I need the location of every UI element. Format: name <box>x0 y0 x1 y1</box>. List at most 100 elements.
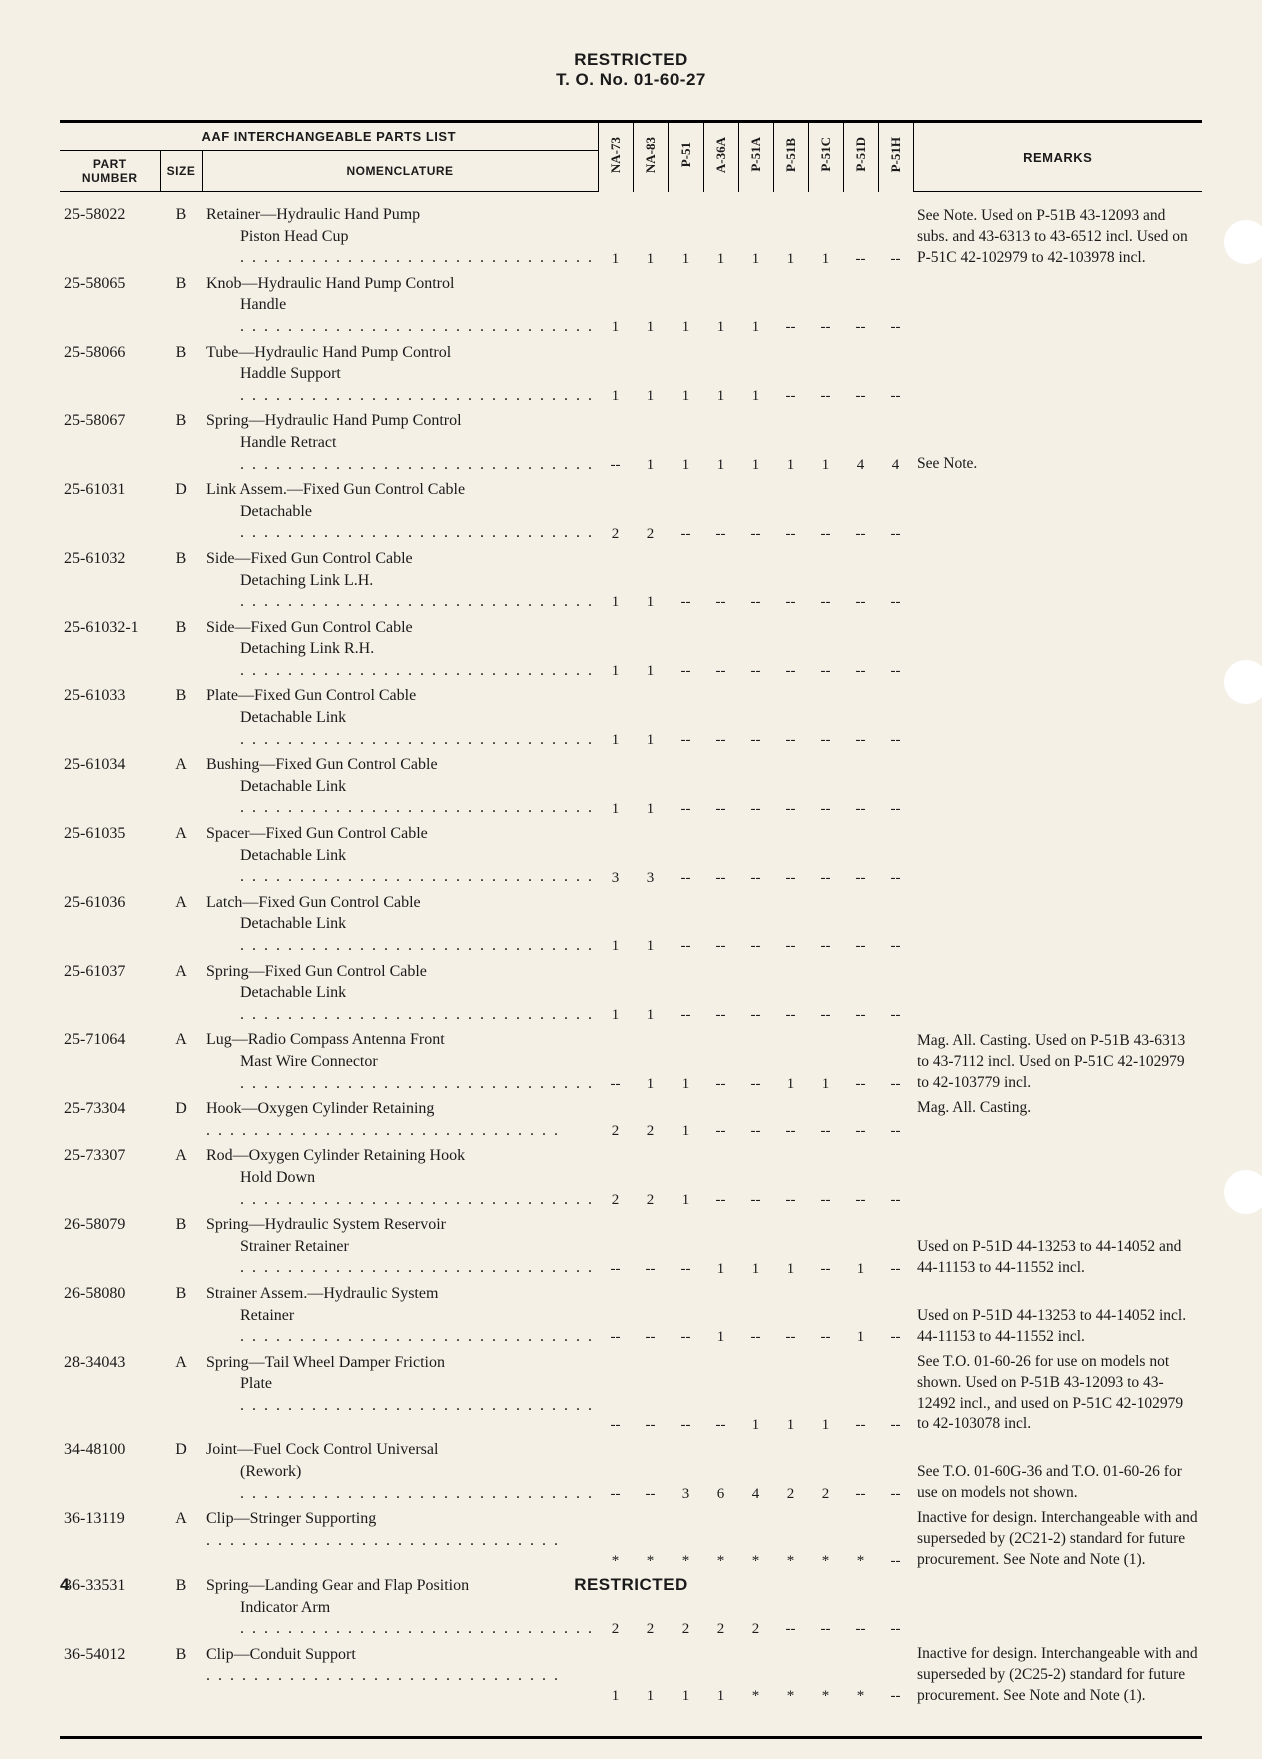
cell-model-qty: -- <box>773 1281 808 1350</box>
cell-remarks <box>913 546 1202 615</box>
cell-model-qty: -- <box>878 202 913 271</box>
cell-model-qty: 1 <box>668 340 703 409</box>
cell-size: A <box>160 1506 202 1573</box>
col-model: P-51C <box>808 123 843 192</box>
cell-model-qty: -- <box>808 1096 843 1143</box>
table-row: 25-61034ABushing—Fixed Gun Control Cable… <box>60 752 1202 821</box>
cell-model-qty: -- <box>878 546 913 615</box>
cell-model-qty: 3 <box>668 1437 703 1506</box>
cell-model-qty: 1 <box>633 890 668 959</box>
cell-model-qty: 1 <box>633 340 668 409</box>
cell-part-number: 25-61032 <box>60 546 160 615</box>
cell-model-qty: -- <box>738 477 773 546</box>
header-to-number: T. O. No. 01-60-27 <box>60 70 1202 90</box>
cell-size: B <box>160 1642 202 1709</box>
cell-model-qty: -- <box>843 959 878 1028</box>
cell-model-qty: -- <box>738 1027 773 1096</box>
cell-model-qty: -- <box>843 202 878 271</box>
cell-model-qty: 1 <box>843 1212 878 1281</box>
cell-model-qty: -- <box>808 1212 843 1281</box>
cell-size: A <box>160 1143 202 1212</box>
cell-nomenclature: Spring—Tail Wheel Damper FrictionPlate .… <box>202 1350 598 1438</box>
cell-model-qty: -- <box>738 821 773 890</box>
footer-restricted: RESTRICTED <box>0 1575 1262 1595</box>
cell-model-qty: -- <box>703 890 738 959</box>
cell-part-number: 25-61037 <box>60 959 160 1028</box>
cell-model-qty: 1 <box>773 1027 808 1096</box>
cell-model-qty: -- <box>808 1281 843 1350</box>
cell-nomenclature: Retainer—Hydraulic Hand PumpPiston Head … <box>202 202 598 271</box>
cell-model-qty: -- <box>738 683 773 752</box>
cell-model-qty: -- <box>843 752 878 821</box>
cell-model-qty: -- <box>703 1350 738 1438</box>
cell-nomenclature: Clip—Stringer Supporting . . . . . . . .… <box>202 1506 598 1573</box>
cell-model-qty: 1 <box>808 1027 843 1096</box>
cell-model-qty: -- <box>668 1212 703 1281</box>
cell-nomenclature: Rod—Oxygen Cylinder Retaining HookHold D… <box>202 1143 598 1212</box>
table-row: 28-34043ASpring—Tail Wheel Damper Fricti… <box>60 1350 1202 1438</box>
cell-model-qty: -- <box>703 477 738 546</box>
table-row: 34-48100DJoint—Fuel Cock Control Univers… <box>60 1437 1202 1506</box>
cell-model-qty: -- <box>808 615 843 684</box>
cell-model-qty: -- <box>878 1281 913 1350</box>
cell-nomenclature: Side—Fixed Gun Control CableDetaching Li… <box>202 615 598 684</box>
col-model: P-51B <box>773 123 808 192</box>
cell-remarks: See Note. Used on P-51B 43-12093 and sub… <box>913 202 1202 271</box>
col-model: NA-83 <box>633 123 668 192</box>
cell-model-qty: 1 <box>668 1143 703 1212</box>
cell-part-number: 36-54012 <box>60 1642 160 1709</box>
cell-model-qty: -- <box>598 1027 633 1096</box>
cell-model-qty: -- <box>668 546 703 615</box>
cell-model-qty: -- <box>843 271 878 340</box>
cell-model-qty: -- <box>773 477 808 546</box>
cell-model-qty: 1 <box>598 340 633 409</box>
cell-model-qty: 2 <box>633 1143 668 1212</box>
cell-model-qty: -- <box>668 890 703 959</box>
cell-model-qty: -- <box>808 959 843 1028</box>
cell-model-qty: 1 <box>633 1027 668 1096</box>
cell-model-qty: -- <box>738 890 773 959</box>
table-row: 25-61037ASpring—Fixed Gun Control CableD… <box>60 959 1202 1028</box>
cell-part-number: 26-58080 <box>60 1281 160 1350</box>
cell-nomenclature: Side—Fixed Gun Control CableDetaching Li… <box>202 546 598 615</box>
cell-model-qty: 1 <box>633 615 668 684</box>
cell-model-qty: -- <box>843 1143 878 1212</box>
cell-model-qty: -- <box>738 752 773 821</box>
cell-model-qty: -- <box>703 959 738 1028</box>
header-restricted: RESTRICTED <box>60 50 1202 70</box>
col-remarks: REMARKS <box>913 123 1202 192</box>
cell-model-qty: -- <box>878 890 913 959</box>
cell-part-number: 25-73307 <box>60 1143 160 1212</box>
cell-remarks: Mag. All. Casting. <box>913 1096 1202 1143</box>
cell-model-qty: -- <box>668 959 703 1028</box>
cell-remarks: Mag. All. Casting. Used on P-51B 43-6313… <box>913 1027 1202 1096</box>
cell-nomenclature: Link Assem.—Fixed Gun Control CableDetac… <box>202 477 598 546</box>
cell-model-qty: -- <box>878 1027 913 1096</box>
cell-model-qty: -- <box>773 959 808 1028</box>
cell-size: B <box>160 615 202 684</box>
table-row: 25-61033BPlate—Fixed Gun Control CableDe… <box>60 683 1202 752</box>
cell-model-qty: * <box>773 1642 808 1709</box>
cell-model-qty: -- <box>668 1281 703 1350</box>
cell-nomenclature: Latch—Fixed Gun Control CableDetachable … <box>202 890 598 959</box>
cell-size: B <box>160 202 202 271</box>
col-model: A-36A <box>703 123 738 192</box>
cell-size: A <box>160 890 202 959</box>
cell-size: A <box>160 1350 202 1438</box>
cell-model-qty: -- <box>878 477 913 546</box>
cell-model-qty: -- <box>773 1143 808 1212</box>
cell-model-qty: -- <box>703 683 738 752</box>
cell-model-qty: 1 <box>703 1642 738 1709</box>
cell-model-qty: -- <box>703 752 738 821</box>
cell-nomenclature: Spring—Hydraulic Hand Pump ControlHandle… <box>202 408 598 477</box>
cell-model-qty: * <box>598 1506 633 1573</box>
cell-model-qty: -- <box>633 1212 668 1281</box>
cell-nomenclature: Spring—Fixed Gun Control CableDetachable… <box>202 959 598 1028</box>
cell-model-qty: -- <box>843 340 878 409</box>
cell-part-number: 26-58079 <box>60 1212 160 1281</box>
cell-model-qty: * <box>773 1506 808 1573</box>
cell-model-qty: 1 <box>598 202 633 271</box>
cell-model-qty: * <box>703 1506 738 1573</box>
table-row: 26-58079BSpring—Hydraulic System Reservo… <box>60 1212 1202 1281</box>
cell-model-qty: 1 <box>843 1281 878 1350</box>
